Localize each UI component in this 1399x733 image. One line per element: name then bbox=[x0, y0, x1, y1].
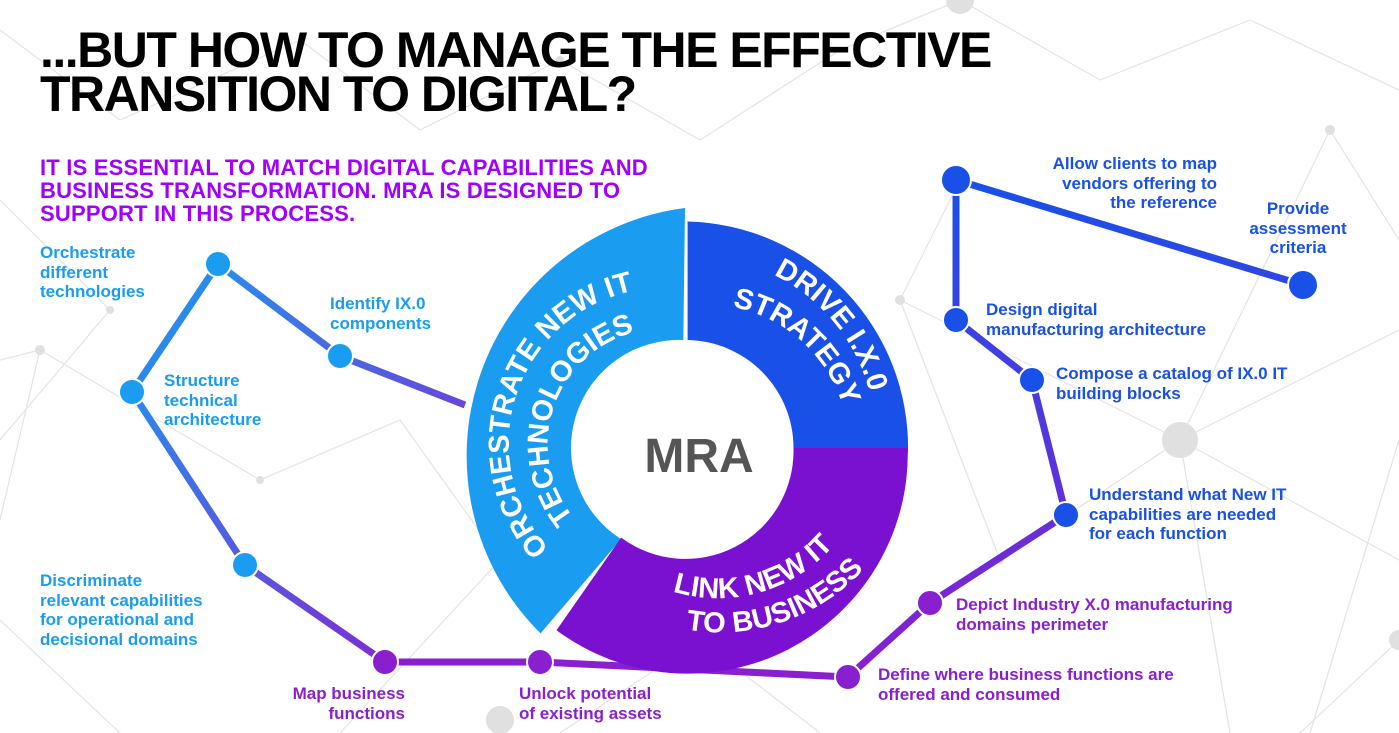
page-subtitle: IT IS ESSENTIAL TO MATCH DIGITAL CAPABIL… bbox=[40, 156, 648, 225]
light-blue-path bbox=[128, 260, 467, 665]
title-line: TRANSITION TO DIGITAL? bbox=[40, 66, 637, 122]
step-text-line: vendors offering to bbox=[1062, 173, 1217, 193]
step-text-line: decisional domains bbox=[40, 629, 198, 649]
step-text-line: architecture bbox=[164, 410, 262, 429]
step-provide-criteria: Provide assessment criteria bbox=[1228, 199, 1368, 258]
node-understand bbox=[1052, 501, 1080, 529]
wheel-segment-link: LINK NEW IT TO BUSINESS bbox=[556, 448, 908, 674]
step-orchestrate-technologies: Orchestrate different technologies bbox=[40, 243, 145, 302]
node-unlock bbox=[526, 648, 554, 676]
node-orchestrate bbox=[204, 250, 232, 278]
node-structure bbox=[118, 378, 146, 406]
step-text-line: offered and consumed bbox=[878, 684, 1061, 704]
step-text-line: components bbox=[330, 313, 432, 333]
step-text-line: Provide bbox=[1266, 199, 1330, 218]
node-provide bbox=[1287, 269, 1319, 301]
step-text-line: Unlock potential bbox=[519, 684, 652, 703]
step-unlock-potential: Unlock potential of existing assets bbox=[519, 684, 662, 723]
step-text-line: Structure bbox=[164, 371, 240, 390]
mra-center-label: MRA bbox=[644, 430, 753, 483]
step-text-line: different bbox=[40, 262, 108, 282]
step-text-line: of existing assets bbox=[519, 703, 662, 723]
step-text-line: Discriminate bbox=[40, 571, 143, 590]
step-text-line: Map business bbox=[292, 684, 405, 703]
step-define-business-functions: Define where business functions are offe… bbox=[878, 665, 1174, 704]
node-identify bbox=[326, 342, 354, 370]
step-design-architecture: Design digital manufacturing architectur… bbox=[986, 300, 1206, 339]
step-text-line: Orchestrate bbox=[40, 243, 136, 262]
node-define bbox=[834, 663, 862, 691]
step-text-line: Depict Industry X.0 manufacturing bbox=[956, 595, 1233, 614]
node-discriminate bbox=[231, 551, 259, 579]
step-text-line: manufacturing architecture bbox=[986, 319, 1207, 339]
step-text-line: Understand what New IT bbox=[1089, 485, 1287, 504]
step-text-line: the reference bbox=[1110, 193, 1217, 212]
step-text-line: building blocks bbox=[1056, 383, 1181, 403]
step-text-line: for operational and bbox=[40, 610, 194, 629]
node-depict bbox=[916, 589, 944, 617]
step-depict-domains: Depict Industry X.0 manufacturing domain… bbox=[956, 595, 1233, 634]
step-text-line: technologies bbox=[40, 282, 145, 301]
step-text-line: assessment bbox=[1249, 218, 1347, 238]
step-text-line: Define where business functions are bbox=[878, 665, 1174, 684]
step-text-line: capabilities are needed bbox=[1089, 504, 1277, 524]
step-discriminate-capabilities: Discriminate relevant capabilities for o… bbox=[40, 571, 203, 649]
node-compose bbox=[1018, 366, 1046, 394]
node-map-business bbox=[371, 648, 399, 676]
step-text-line: Design digital bbox=[986, 300, 1098, 319]
step-understand-capabilities: Understand what New IT capabilities are … bbox=[1089, 485, 1286, 544]
step-structure-architecture: Structure technical architecture bbox=[164, 371, 261, 430]
step-text-line: technical bbox=[164, 390, 238, 410]
step-map-business-functions: Map business functions bbox=[230, 684, 405, 723]
step-text-line: Compose a catalog of IX.0 IT bbox=[1056, 364, 1288, 383]
subtitle-line: IT IS ESSENTIAL TO MATCH DIGITAL CAPABIL… bbox=[40, 155, 648, 180]
step-text-line: domains perimeter bbox=[956, 614, 1109, 634]
purple-path bbox=[385, 658, 849, 681]
wheel-center bbox=[582, 345, 789, 551]
step-text-line: relevant capabilities bbox=[40, 590, 203, 610]
subtitle-line: SUPPORT IN THIS PROCESS. bbox=[40, 201, 356, 226]
step-identify-components: Identify IX.0 components bbox=[330, 294, 431, 333]
page-title: ...BUT HOW TO MANAGE THE EFFECTIVE TRANS… bbox=[40, 22, 992, 122]
step-text-line: criteria bbox=[1269, 238, 1327, 257]
step-text-line: functions bbox=[328, 703, 406, 723]
step-text-line: Allow clients to map bbox=[1052, 154, 1217, 173]
step-allow-clients: Allow clients to map vendors offering to… bbox=[980, 154, 1217, 213]
node-allow bbox=[940, 164, 972, 196]
step-compose-catalog: Compose a catalog of IX.0 IT building bl… bbox=[1056, 364, 1287, 403]
title-line: ...BUT HOW TO MANAGE THE EFFECTIVE bbox=[40, 22, 992, 78]
node-design bbox=[942, 306, 970, 334]
subtitle-line: BUSINESS TRANSFORMATION. MRA IS DESIGNED… bbox=[40, 178, 621, 203]
step-text-line: for each function bbox=[1089, 524, 1227, 543]
step-text-line: Identify IX.0 bbox=[330, 294, 426, 313]
